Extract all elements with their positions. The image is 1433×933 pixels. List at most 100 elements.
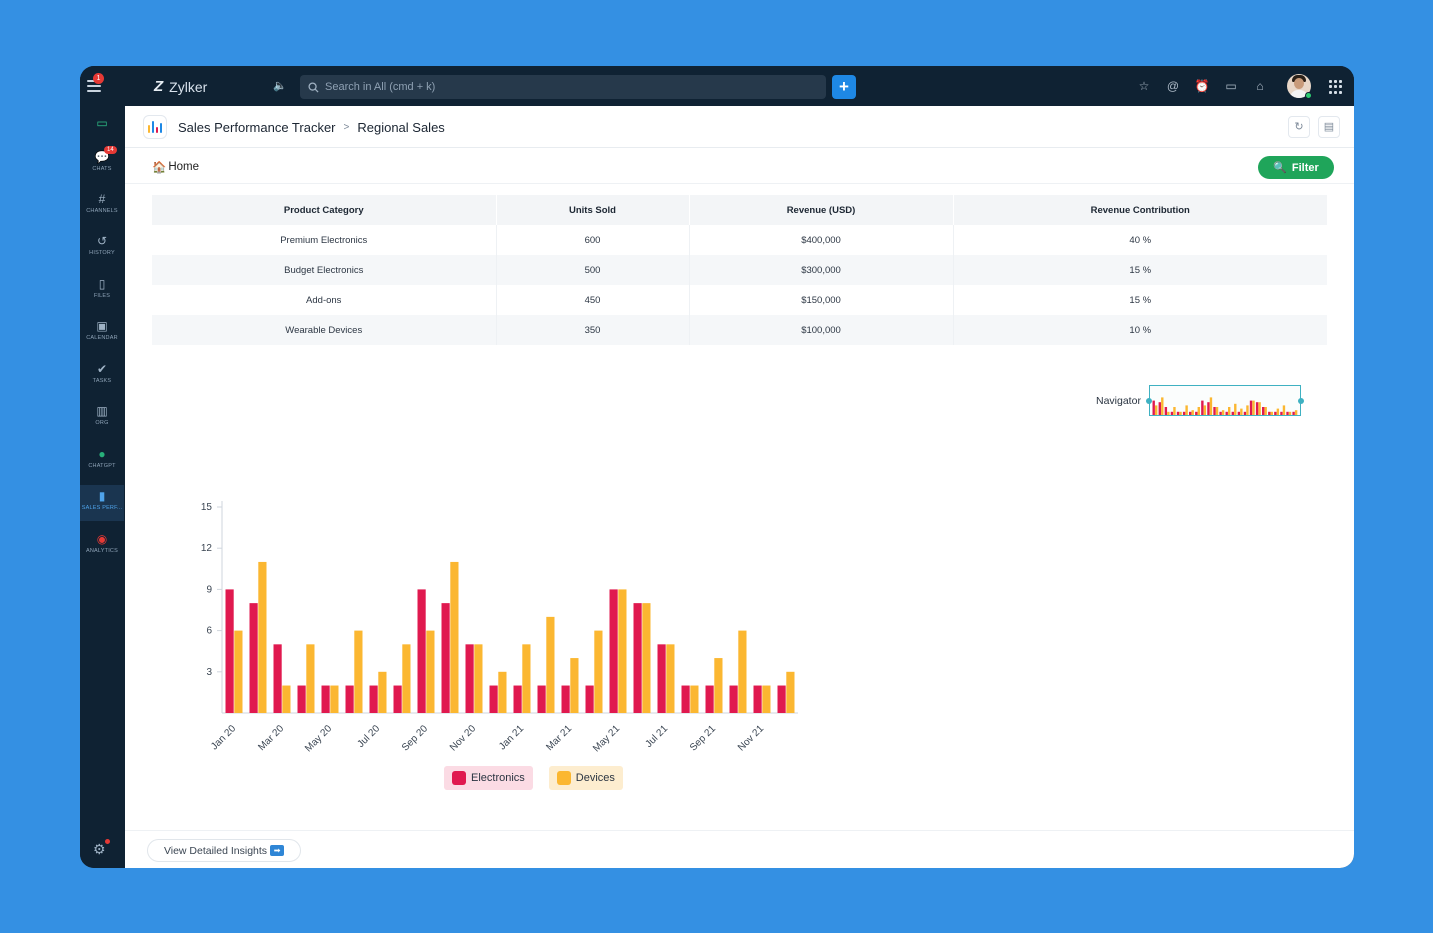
bar-devices-may-21 <box>618 589 627 713</box>
calendar-icon[interactable]: ▭ <box>1225 79 1237 93</box>
sidebar-item-org[interactable]: ▥ ORG <box>80 404 124 426</box>
column-header: Revenue Contribution <box>953 195 1327 225</box>
bar-devices-feb-21 <box>546 616 555 713</box>
table-cell: 10 % <box>953 315 1327 345</box>
sidebar-item-analytics[interactable]: ◉ ANALYTICS <box>80 532 124 554</box>
navigator-bar <box>1161 397 1164 415</box>
navigator-bar <box>1207 402 1210 415</box>
bar-electronics-feb-21 <box>537 685 546 713</box>
chart-canvas: 3 6 9 12 15 Jan 20 Mar 20 May 20 Jul 20 Sep 20 Nov… <box>201 501 798 754</box>
sidebar-item-tasks[interactable]: ✔ TASKS <box>80 362 124 384</box>
speaker-icon[interactable]: 🔈 <box>273 80 287 92</box>
navigator-preview <box>1152 397 1298 415</box>
alarm-icon[interactable]: ⏰ <box>1194 79 1210 93</box>
navigator-bar <box>1264 407 1267 415</box>
navigator-bar <box>1197 407 1200 415</box>
sidebar-item-files[interactable]: ▯ FILES <box>80 277 124 299</box>
app-window: 1 Z Zylker 🔈 + ☆ @ ⏰ ▭ ⌂ ▭ 💬 CHATS 14 # CHANN… <box>80 66 1354 868</box>
x-tick-label: Mar 21 <box>544 723 574 753</box>
bar-electronics-may-20 <box>321 685 330 713</box>
sidebar-item-history[interactable]: ↺ HISTORY <box>80 234 124 256</box>
sidebar-item-channels[interactable]: # CHANNELS <box>80 192 124 214</box>
navigator-bar <box>1170 411 1174 415</box>
bar-devices-aug-21 <box>690 685 699 713</box>
table-cell: 40 % <box>1129 234 1152 246</box>
table-cell: Budget Electronics <box>152 255 497 285</box>
navigator-bar <box>1252 400 1255 415</box>
sidebar-item-chatgpt[interactable]: ● CHATGPT <box>80 447 124 469</box>
bar-devices-jul-21 <box>666 644 675 713</box>
bar-devices-sep-21 <box>714 658 723 713</box>
sidebar-item-label: ORG <box>95 420 109 426</box>
bar-electronics-mar-20 <box>273 644 282 713</box>
bar-electronics-apr-21 <box>585 685 594 713</box>
comment-icon[interactable]: ▤ <box>1318 116 1340 138</box>
x-tick-label: May 21 <box>591 723 622 754</box>
navigator-range[interactable] <box>1145 385 1304 416</box>
sidebar-item-label: CHANNELS <box>86 208 118 214</box>
navigator-bar <box>1176 411 1180 415</box>
star-icon[interactable]: ☆ <box>1138 79 1150 93</box>
search-icon <box>308 81 319 93</box>
page-title: Regional Sales <box>357 120 445 135</box>
sidebar-item-label: FILES <box>93 293 111 299</box>
settings-icon[interactable]: ⚙ <box>93 841 106 857</box>
file-icon: ▯ <box>98 277 106 291</box>
navigator-bar <box>1274 411 1277 415</box>
x-tick-label: May 20 <box>303 723 334 754</box>
bar-devices-jun-21 <box>642 603 651 713</box>
navigator-bar <box>1255 402 1259 415</box>
legend-item-devices[interactable]: Devices <box>548 766 623 790</box>
brand[interactable]: Z Zylker <box>154 78 207 95</box>
add-button[interactable]: + <box>832 75 856 99</box>
bar-devices-dec-21 <box>786 671 795 713</box>
sidebar-item-label: CHATS <box>92 166 112 172</box>
brand-name: Zylker <box>169 78 208 95</box>
legend-item-electronics[interactable]: Electronics <box>444 766 533 790</box>
refresh-icon[interactable]: ↻ <box>1288 116 1310 138</box>
table-cell: $150,000 <box>689 285 954 315</box>
navigator-bar <box>1219 411 1222 415</box>
navigator-bar <box>1164 407 1168 415</box>
bar-devices-nov-20 <box>474 644 483 713</box>
view-insights-button[interactable]: View Detailed Insights ➡ <box>147 839 301 862</box>
navigator-bar <box>1152 400 1155 415</box>
sidebar-item-label: HISTORY <box>89 250 115 256</box>
sidebar-item-desk[interactable]: ▭ <box>80 116 124 130</box>
breadcrumb-app[interactable]: Sales Performance Tracker <box>178 120 336 135</box>
x-tick-label: Jul 20 <box>355 723 382 750</box>
home-label: Home <box>168 161 200 173</box>
table-cell: Premium Electronics <box>152 225 497 255</box>
navigator-right-handle[interactable] <box>1297 398 1304 404</box>
legend-swatch <box>452 771 466 785</box>
home-link[interactable]: 🏠 Home <box>152 160 199 174</box>
column-header: Revenue (USD) <box>689 195 954 225</box>
y-tick-label: 3 <box>206 667 212 678</box>
sidebar-item-salesperf[interactable]: ▮ SALES PERF... <box>80 485 124 521</box>
insights-label: View Detailed Insights <box>163 844 268 857</box>
chatgpt-icon: ● <box>98 447 106 461</box>
apps-grid-icon[interactable] <box>1329 80 1343 94</box>
bar-devices-mar-21 <box>570 658 579 713</box>
store-icon[interactable]: ⌂ <box>1256 79 1264 93</box>
navigator-bar <box>1268 411 1271 415</box>
mention-icon[interactable]: @ <box>1166 79 1180 93</box>
x-tick-label: Jan 21 <box>497 723 526 752</box>
bar-electronics-jun-20 <box>345 685 354 713</box>
search-input[interactable] <box>325 81 805 93</box>
calendar-icon: ▣ <box>96 319 108 333</box>
legend-swatch <box>556 771 571 785</box>
search-bar[interactable] <box>300 75 826 99</box>
x-tick-label: Sep 20 <box>400 723 430 753</box>
sales-table: Product Category Units Sold Revenue (USD… <box>152 195 1327 345</box>
navigator-bar <box>1188 411 1192 415</box>
navigator-left-handle[interactable] <box>1145 398 1152 404</box>
navigator-bar <box>1213 407 1216 415</box>
filter-button[interactable]: 🔍 Filter <box>1258 156 1334 179</box>
table-row: Add-ons 450 $150,000 15 % <box>152 285 1327 315</box>
bar-chart: 3 6 9 12 15 Jan 20 Mar 20 May 20 Jul 20 Sep 20 Nov… <box>180 493 810 773</box>
sidebar-item-chats[interactable]: 💬 CHATS 14 <box>80 146 124 172</box>
bar-electronics-oct-21 <box>729 685 738 713</box>
table-cell: Add-ons <box>152 285 497 315</box>
sidebar-item-calendar[interactable]: ▣ CALENDAR <box>80 319 124 341</box>
